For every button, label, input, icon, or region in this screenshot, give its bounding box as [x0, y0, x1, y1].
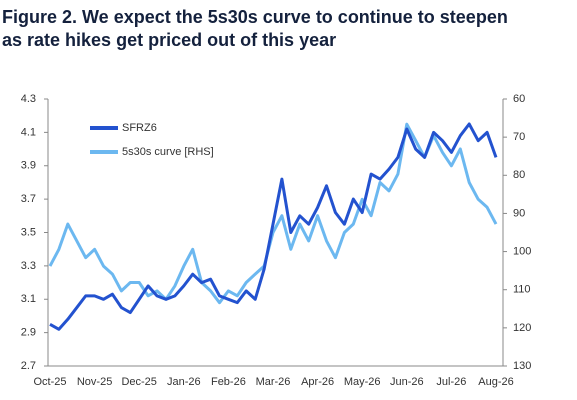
y-tick-label: 3.3	[21, 260, 36, 272]
y-tick-label: 2.9	[21, 327, 36, 339]
y2-tick-label: 60	[513, 93, 525, 105]
y-tick-label: 3.5	[21, 226, 36, 238]
line-series	[49, 122, 498, 331]
legend-label: SFRZ6	[122, 122, 157, 134]
x-tick-label: Apr-26	[301, 376, 334, 388]
x-tick-label: Nov-25	[77, 376, 112, 388]
y-tick-label: 2.7	[21, 360, 36, 372]
x-tick-label: Oct-25	[33, 376, 66, 388]
y2-tick-label: 90	[513, 207, 525, 219]
x-tick-label: Mar-26	[256, 376, 291, 388]
x-tick-label: Dec-25	[121, 376, 156, 388]
x-tick-label: Jan-26	[167, 376, 201, 388]
x-tick-label: Aug-26	[478, 376, 513, 388]
y2-tick-label: 100	[513, 245, 531, 257]
y-tick-label: 4.3	[21, 93, 36, 105]
x-tick-label: May-26	[344, 376, 381, 388]
y-tick-label: 3.1	[21, 293, 36, 305]
y-tick-label: 3.9	[21, 160, 36, 172]
y2-tick-label: 130	[513, 360, 531, 372]
x-tick-label: Jun-26	[390, 376, 424, 388]
y-tick-label: 3.7	[21, 193, 36, 205]
y-tick-label: 4.1	[21, 126, 36, 138]
legend-label: 5s30s curve [RHS]	[122, 146, 214, 158]
chart-title: as rate hikes get priced out of this yea…	[2, 30, 336, 50]
chart-title: Figure 2. We expect the 5s30s curve to c…	[2, 7, 508, 27]
line-series	[48, 122, 498, 305]
x-tick-label: Jul-26	[436, 376, 466, 388]
y2-tick-label: 120	[513, 322, 531, 334]
y2-tick-label: 80	[513, 169, 525, 181]
x-tick-label: Feb-26	[211, 376, 246, 388]
y2-tick-label: 110	[513, 284, 531, 296]
y2-tick-label: 70	[513, 131, 525, 143]
